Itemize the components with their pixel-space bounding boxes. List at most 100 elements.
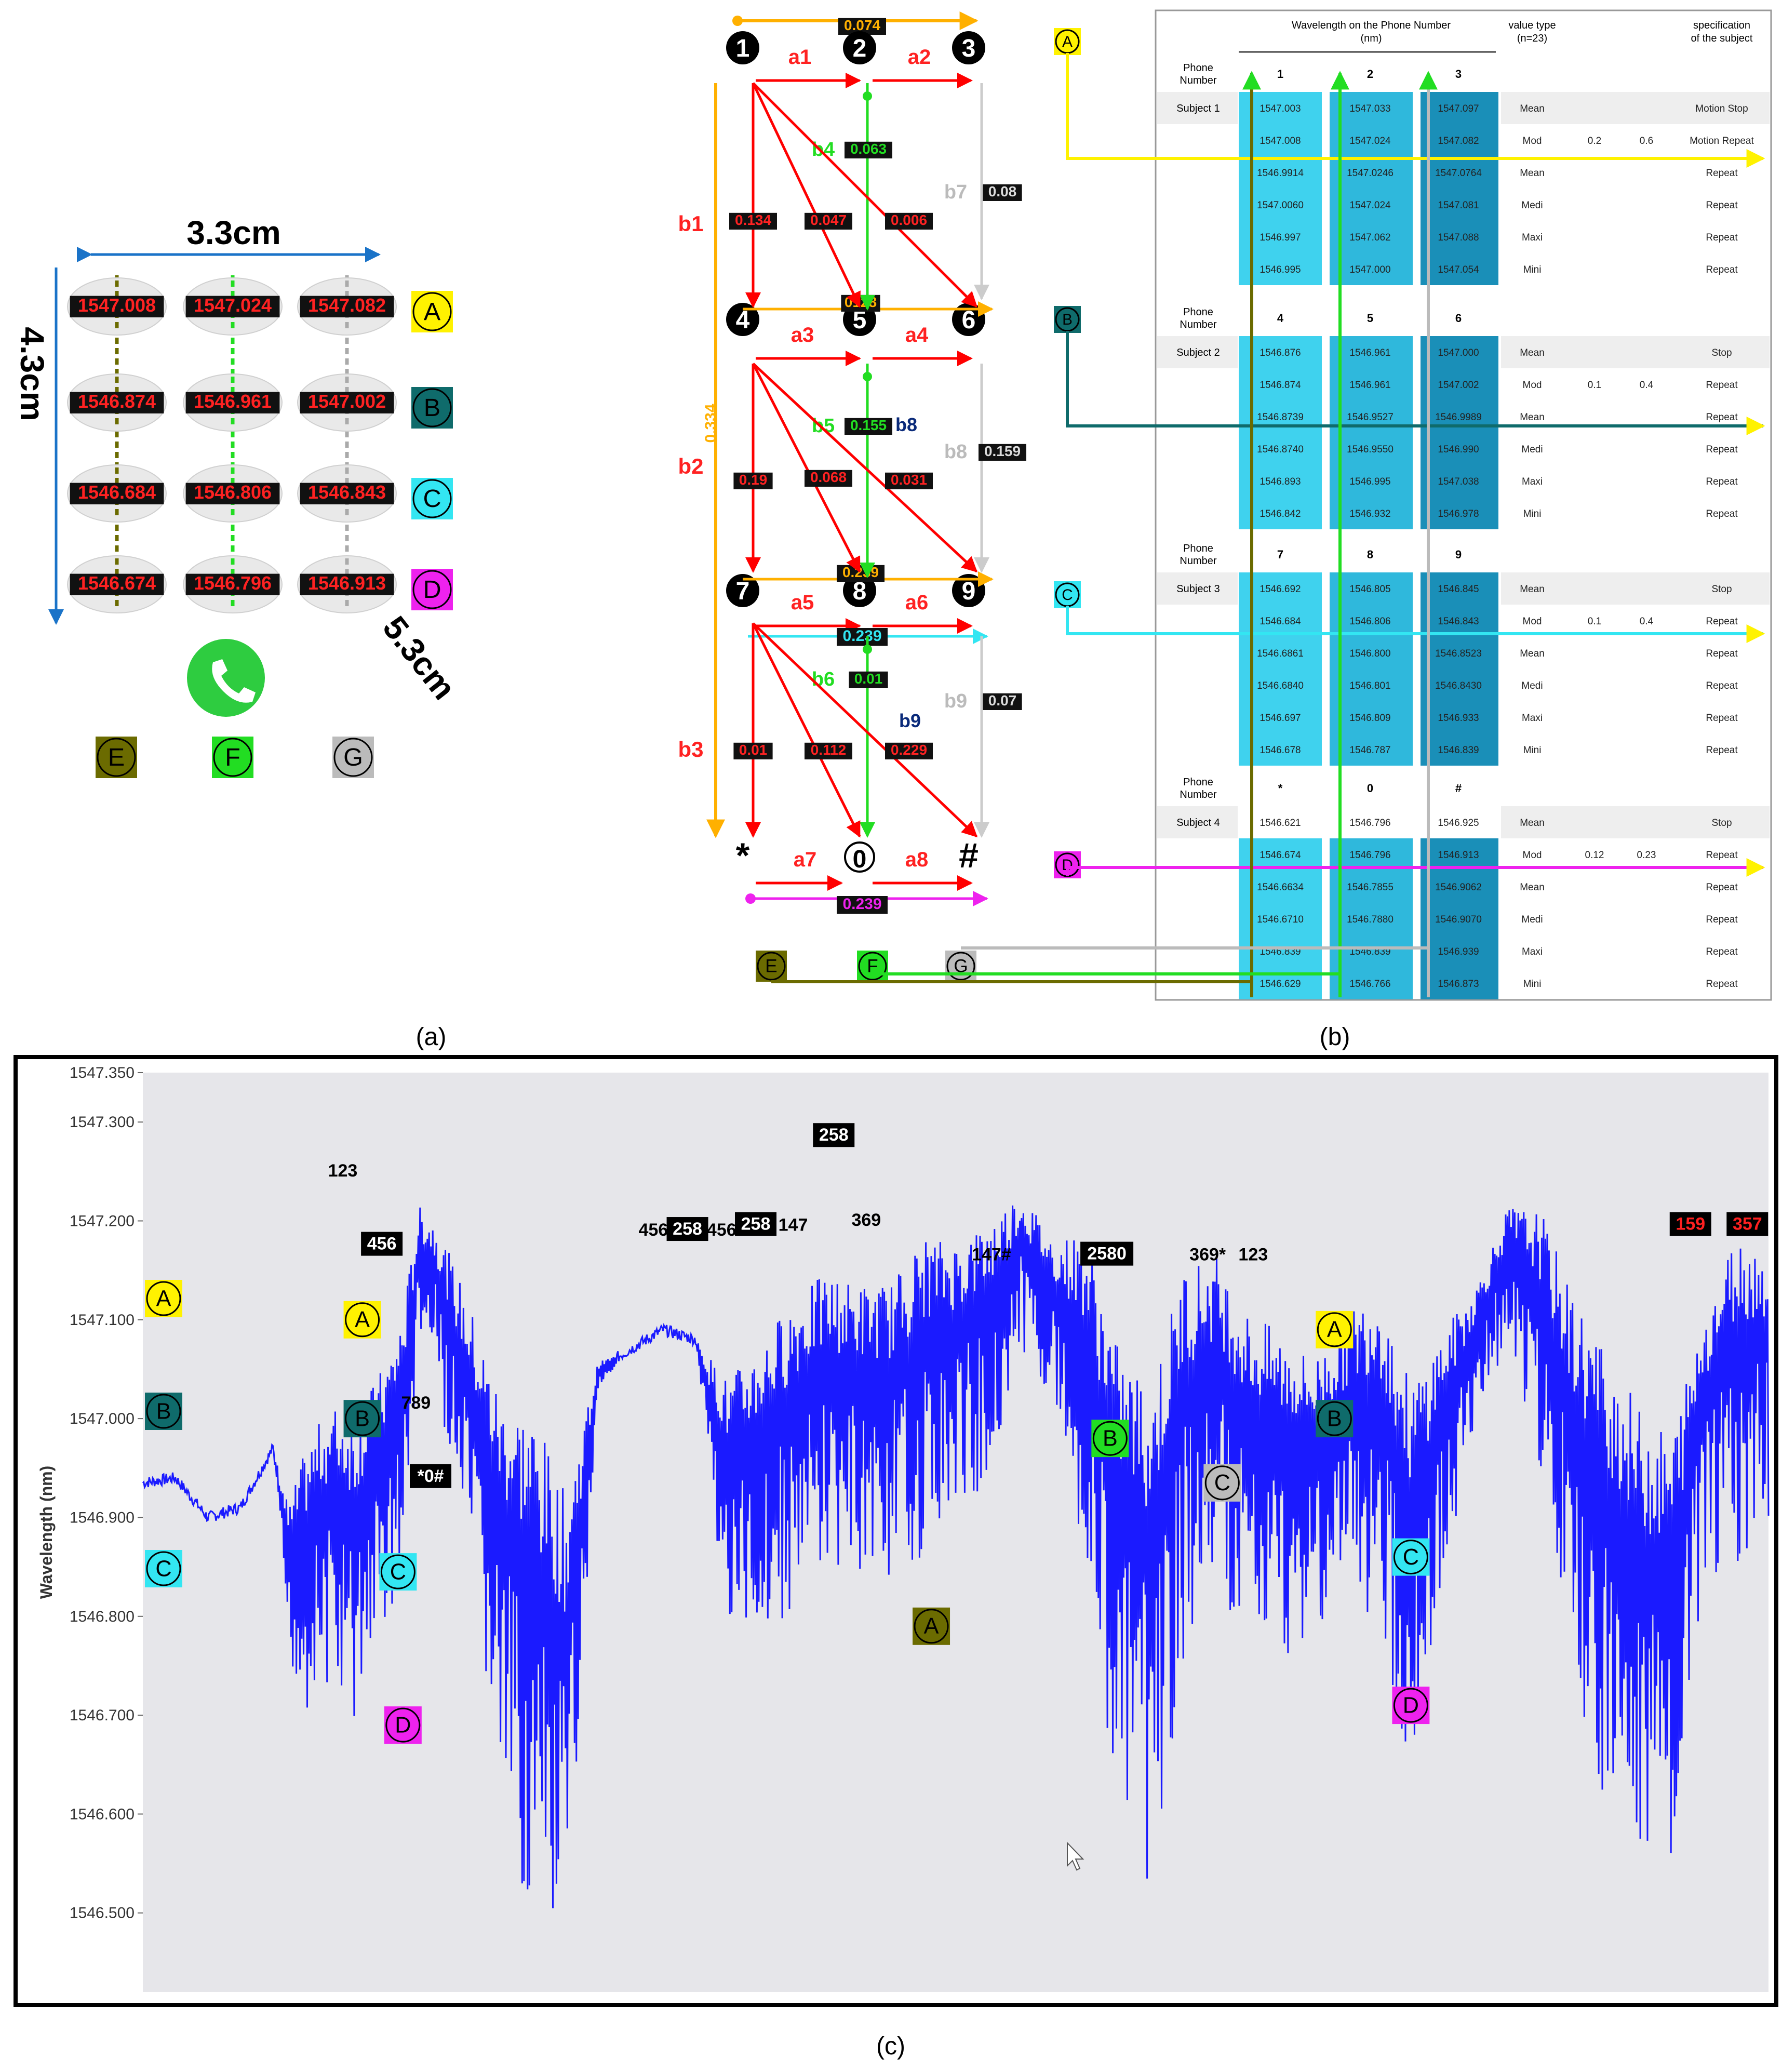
table-cell: 1546.893 — [1260, 476, 1301, 487]
value-label-bg — [983, 693, 1022, 710]
table-cell: 1546.809 — [1349, 713, 1390, 724]
table-cell: Maxi — [1522, 232, 1543, 243]
subject-row-bg — [1157, 92, 1238, 124]
table-cell: Mean — [1520, 818, 1545, 828]
keypad-value-label: 1547.008 — [70, 295, 164, 317]
table-cell: 1546.990 — [1438, 444, 1479, 455]
distance-diag-label: 0.01 — [733, 742, 773, 759]
diagram-key-1 — [726, 31, 759, 64]
table-cell: Mean — [1520, 648, 1545, 659]
marker-bg — [1091, 1420, 1129, 1458]
chart-annotation: 123 — [328, 1161, 358, 1181]
value-label-bg — [300, 483, 394, 504]
marker-bg — [212, 737, 253, 778]
distance-green-label: 0.155 — [845, 417, 892, 435]
marker-ring — [914, 1609, 949, 1644]
table-cell: Stop — [1711, 347, 1732, 358]
marker-ring — [858, 952, 887, 981]
subject-row-bg — [1157, 336, 1238, 368]
table-column-marker-F: F — [857, 951, 888, 982]
value-label-bg — [185, 392, 280, 413]
table-cell: 0.6 — [1640, 136, 1653, 146]
distance-label-a8: a8 — [905, 848, 929, 871]
chart-annotation-bg — [1080, 1241, 1134, 1266]
diagram-key-ring — [844, 841, 875, 873]
phone-number-label: Phone — [1183, 543, 1213, 554]
distance-label-a3: a3 — [791, 324, 814, 346]
table-cell: 1547.0246 — [1347, 168, 1394, 179]
table-cell: 1546.932 — [1349, 509, 1390, 519]
table-header-unit: (nm) — [1360, 33, 1382, 44]
table-cell: Repeat — [1706, 200, 1738, 211]
distance-label-a1: a1 — [788, 46, 812, 69]
diagram-key-8 — [843, 574, 876, 607]
table-cell: 1547.062 — [1349, 232, 1390, 243]
chart-marker-A: A — [343, 1301, 381, 1339]
table-cell: 1546.6634 — [1257, 882, 1304, 893]
table-cell: 1546.876 — [1260, 347, 1301, 358]
marker-letter: E — [765, 956, 777, 977]
marker-ring — [1204, 1465, 1240, 1501]
distance-green-label: 0.01 — [849, 671, 888, 688]
keypad-value-label: 1546.874 — [70, 391, 164, 413]
table-cell: Maxi — [1522, 946, 1543, 957]
marker-bg — [1316, 1311, 1354, 1348]
chart-annotation-bg — [735, 1212, 777, 1236]
caption-a: (a) — [416, 1023, 447, 1051]
marker-bg — [343, 1301, 381, 1339]
value-label-bg — [837, 896, 888, 914]
marker-ring — [412, 388, 452, 427]
call-button-bg — [187, 639, 265, 717]
table-cell: 1546.839 — [1438, 745, 1479, 756]
distance-line-top-dot — [732, 16, 743, 26]
distance-diag-mid — [752, 622, 861, 838]
table-cell: Maxi — [1522, 713, 1543, 724]
marker-bg — [1392, 1687, 1430, 1725]
distance-label-a4: a4 — [905, 324, 929, 346]
table-cell: 1547.008 — [1260, 136, 1301, 146]
distance-arrow-dot — [863, 645, 872, 654]
marker-letter: E — [108, 743, 125, 771]
keypad-value-label: 1547.024 — [185, 295, 280, 317]
diagram-key-label: 1 — [736, 35, 750, 62]
diagram-key-label: 7 — [736, 578, 750, 605]
table-cell: 1546.995 — [1349, 476, 1390, 487]
caption-b: (b) — [1320, 1023, 1350, 1051]
table-column-block — [1330, 572, 1413, 766]
chart-annotation-text: *0# — [417, 1466, 444, 1486]
table-cell: Repeat — [1706, 509, 1738, 519]
chart-side-marker-B: B — [145, 1393, 182, 1430]
table-marker-B: B — [1054, 306, 1081, 333]
marker-bg — [145, 1393, 182, 1430]
table-cell: Repeat — [1706, 476, 1738, 487]
table-cell: Stop — [1711, 584, 1732, 595]
chart-annotation-box: 258 — [666, 1217, 708, 1241]
value-label-text: 1547.008 — [78, 295, 156, 316]
distance-label-a5: a5 — [791, 591, 814, 614]
table-cell: Mean — [1520, 882, 1545, 893]
table-cell: 1546.961 — [1349, 380, 1390, 391]
phone-key-header: # — [1455, 782, 1462, 795]
table-header-spec: specification — [1693, 20, 1750, 31]
marker-bg — [1316, 1400, 1354, 1438]
distance-arrow-dot — [863, 91, 872, 101]
value-label-bg — [70, 483, 164, 504]
distance-top-label: 0.074 — [838, 17, 886, 35]
diagram-key-*: * — [736, 836, 750, 875]
phone-number-label: Phone — [1183, 306, 1213, 318]
value-label-bg — [733, 742, 773, 759]
subject-label: Subject 4 — [1176, 817, 1220, 828]
subject-row-bg — [1501, 806, 1770, 838]
marker-letter: C — [390, 1560, 406, 1585]
chart-annotation: 369* — [1189, 1245, 1226, 1265]
marker-letter: C — [1214, 1471, 1230, 1495]
subject-label: Subject 1 — [1176, 103, 1220, 114]
table-cell: 1546.9527 — [1347, 412, 1394, 423]
chart-annotation: 147# — [972, 1245, 1011, 1265]
distance-diag-far — [752, 363, 978, 573]
table-cell: 1546.800 — [1349, 648, 1390, 659]
distance-diag-far — [752, 82, 978, 308]
chart-annotation: 456 — [707, 1220, 736, 1240]
subject-label: Subject 3 — [1176, 583, 1220, 595]
